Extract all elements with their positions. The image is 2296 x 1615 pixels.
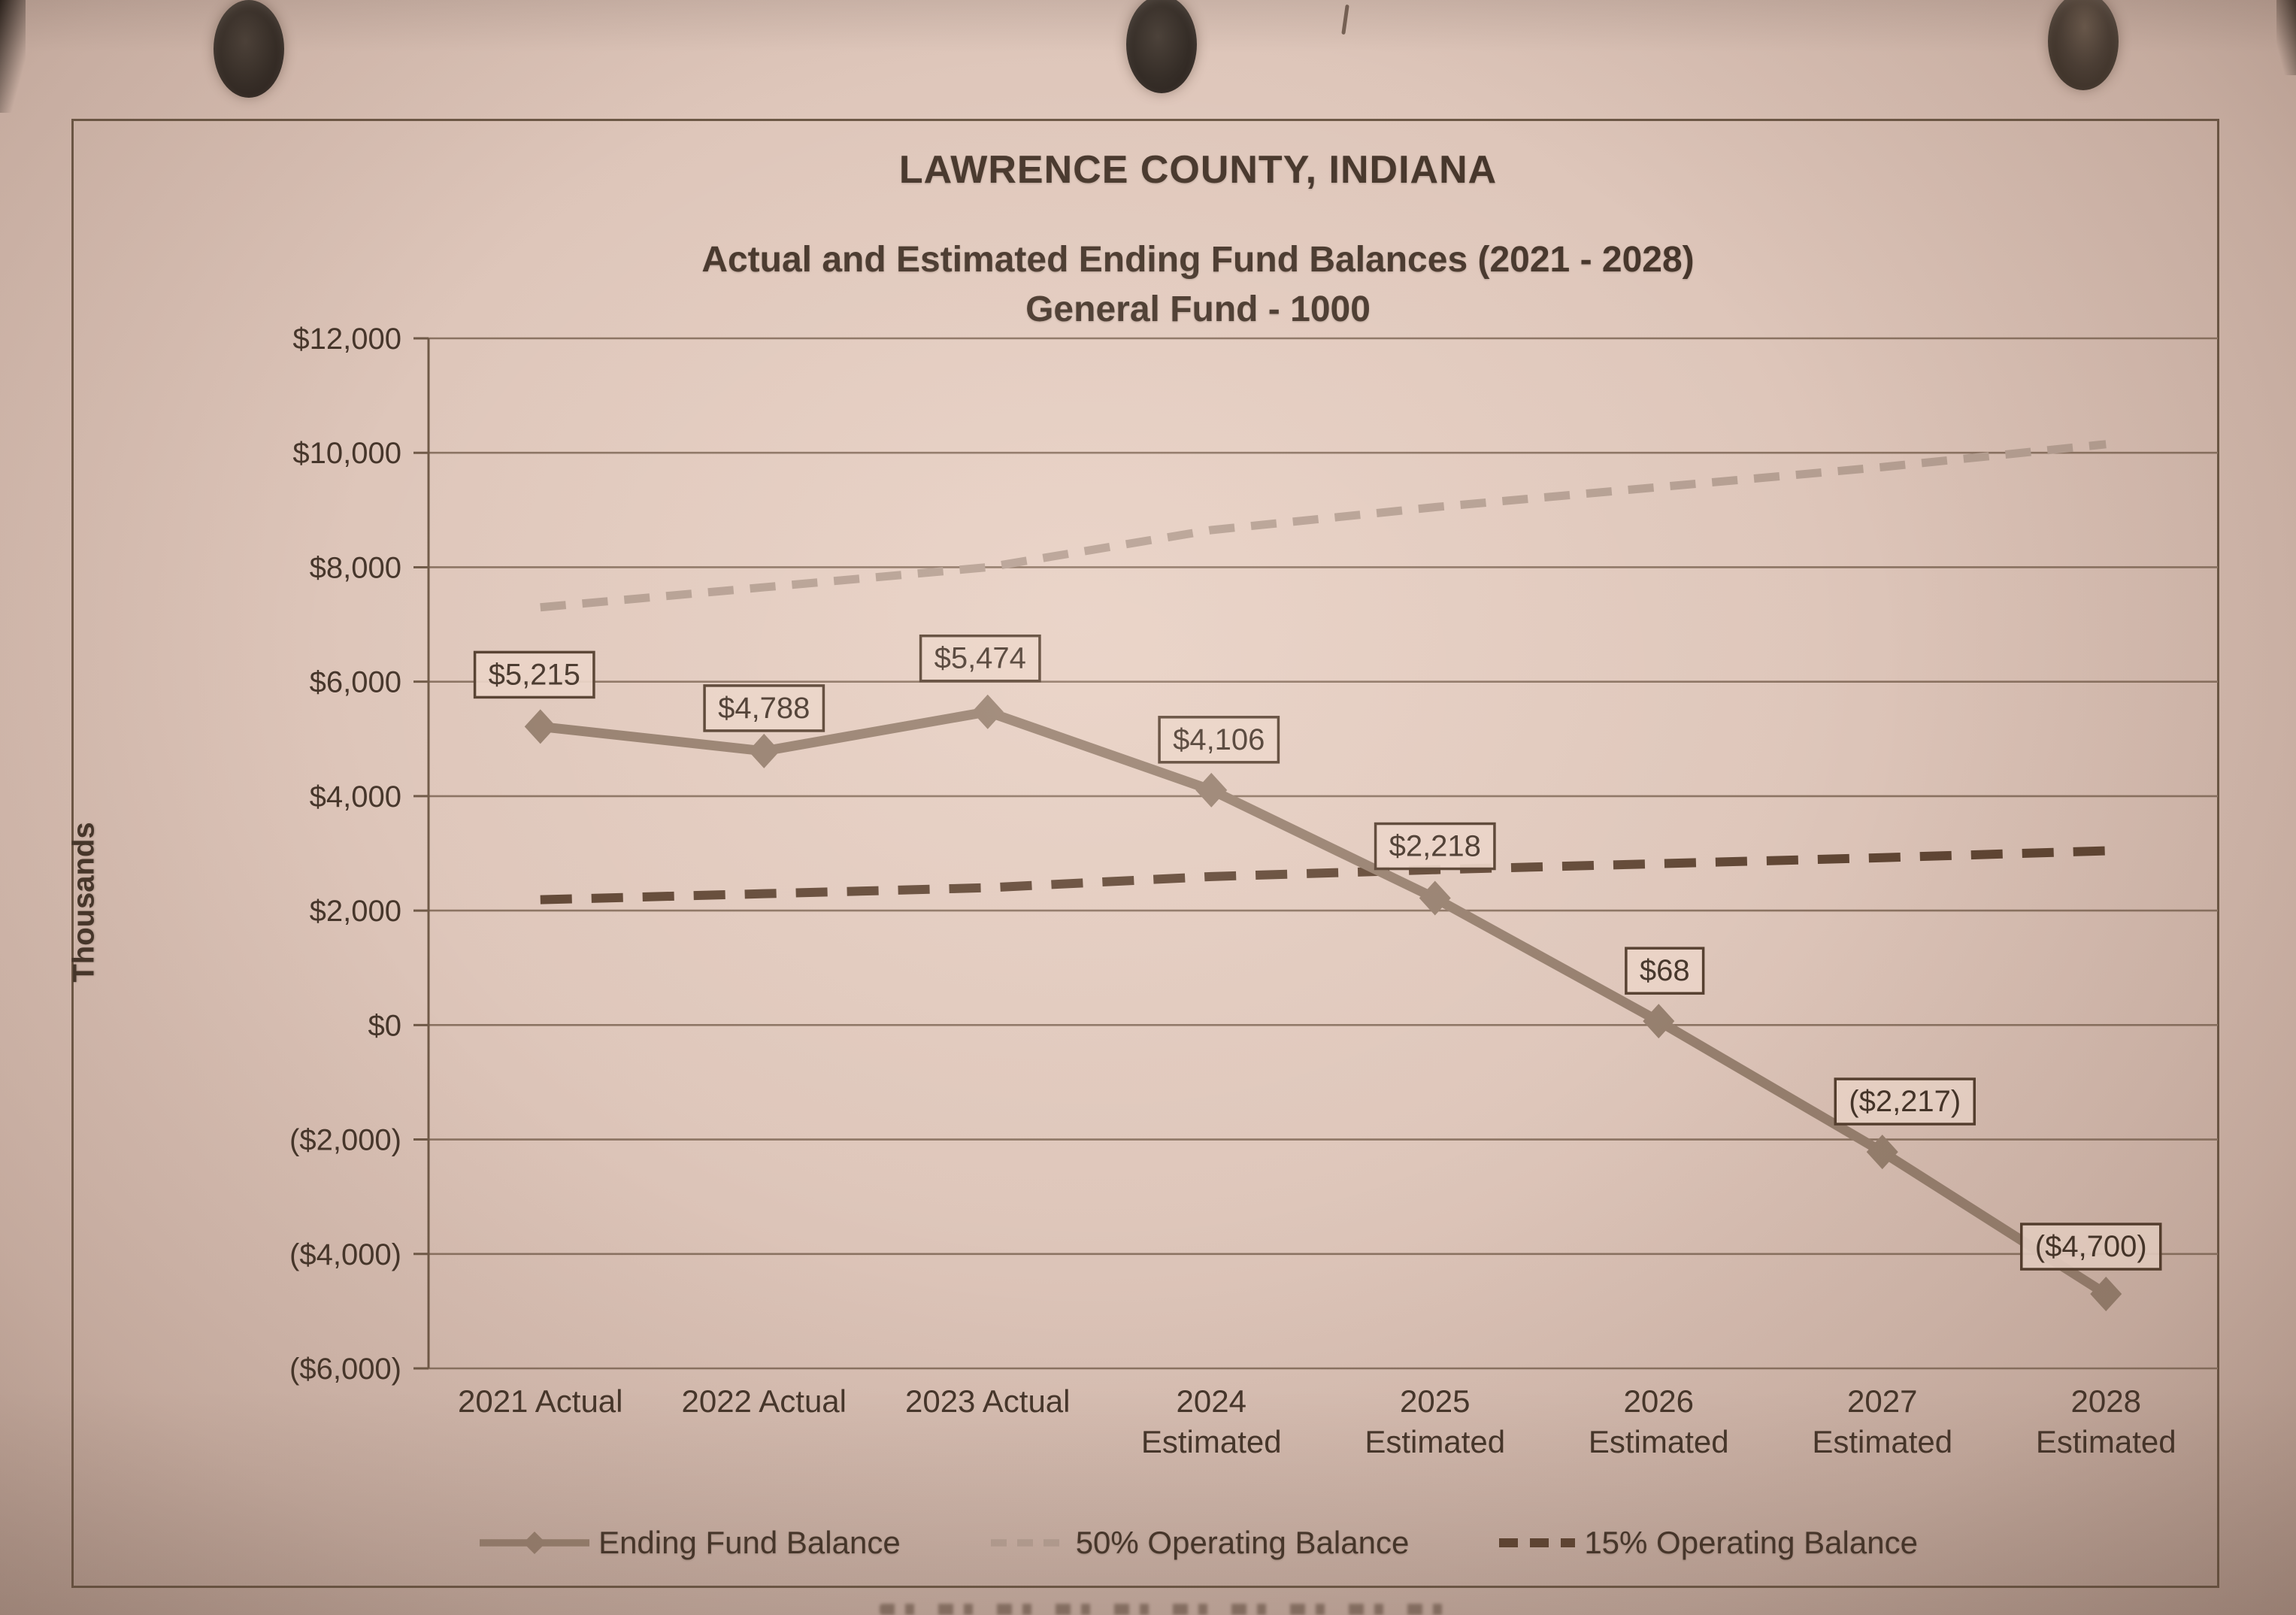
y-tick-label: $12,000 <box>292 323 401 356</box>
legend-label: 50% Operating Balance <box>1075 1525 1410 1560</box>
x-category-label: 2028 <box>2071 1383 2141 1419</box>
cutoff-text-fragment <box>880 1604 1443 1615</box>
x-category-label: 2023 Actual <box>905 1383 1071 1419</box>
data-label-text: $2,218 <box>1389 830 1481 863</box>
x-category-label: Estimated <box>2036 1424 2176 1459</box>
data-label-box <box>1834 1077 1976 1126</box>
y-tick-label: $2,000 <box>310 895 401 928</box>
data-label-text: ($2,217) <box>1849 1085 1961 1118</box>
data-label: ($2,217) <box>1834 1077 1976 1126</box>
legend-diamond-marker <box>523 1532 547 1554</box>
x-category-label: 2021 Actual <box>458 1383 623 1419</box>
y-tick-label: ($2,000) <box>289 1124 401 1157</box>
x-category-label: 2026 <box>1624 1383 1694 1419</box>
data-label-text: $4,788 <box>718 692 810 725</box>
data-label: ($4,700) <box>2020 1223 2162 1271</box>
page-border <box>71 119 2219 1588</box>
legend-item: Ending Fund Balance <box>478 1525 901 1561</box>
x-category-label: 2022 Actual <box>681 1383 847 1419</box>
page-title: LAWRENCE COUNTY, INDIANA <box>898 148 1498 192</box>
data-point-marker <box>1419 880 1451 916</box>
data-label: $68 <box>1625 947 1705 995</box>
legend-item: 15% Operating Balance <box>1498 1525 1918 1561</box>
punch-hole-left <box>214 0 284 98</box>
legend-dashed-swatch <box>990 1539 1067 1547</box>
x-category-label: Estimated <box>1141 1424 1282 1459</box>
x-category-label: Estimated <box>1365 1424 1505 1459</box>
x-category-label: 2024 <box>1177 1383 1246 1419</box>
chart-subtitle-line2: General Fund - 1000 <box>1025 289 1371 329</box>
data-label-text: $5,215 <box>489 658 580 691</box>
data-label-box <box>473 650 595 699</box>
x-category-label: Estimated <box>1812 1424 1952 1459</box>
y-tick-label: $4,000 <box>310 780 401 814</box>
photo-corner-shadow-left <box>0 0 26 113</box>
legend-label: Ending Fund Balance <box>598 1525 901 1560</box>
data-point-marker <box>2090 1277 2122 1312</box>
legend-dashed-swatch <box>1499 1538 1576 1547</box>
x-category-label: 2027 <box>1847 1383 1917 1419</box>
data-label-box <box>2020 1223 2162 1271</box>
x-category-label: 2025 <box>1400 1383 1470 1419</box>
x-category-label: Estimated <box>1589 1424 1729 1459</box>
data-label: $4,788 <box>703 684 825 732</box>
data-label: $5,215 <box>473 650 595 699</box>
y-tick-label: $6,000 <box>310 666 401 699</box>
legend-solid-diamond-swatch <box>480 1532 590 1554</box>
data-label-box <box>1625 947 1705 995</box>
y-tick-label: ($4,000) <box>289 1238 401 1271</box>
series-line-50pct-operating-balance <box>540 440 2107 612</box>
data-label-text: $68 <box>1640 954 1690 987</box>
chart-subtitle-line1: Actual and Estimated Ending Fund Balance… <box>701 240 1695 280</box>
data-label: $2,218 <box>1374 822 1496 871</box>
photo-corner-shadow-right <box>2276 0 2296 75</box>
data-point-marker <box>1195 772 1228 808</box>
data-label: $5,474 <box>919 634 1041 683</box>
data-label-text: $4,106 <box>1173 723 1265 756</box>
data-label-box <box>919 634 1041 683</box>
chart-legend: Ending Fund Balance 50% Operating Balance… <box>71 1525 2219 1561</box>
data-point-marker <box>1643 1004 1675 1039</box>
legend-label: 15% Operating Balance <box>1584 1525 1918 1560</box>
y-tick-label: $0 <box>368 1009 402 1042</box>
data-label: $4,106 <box>1158 716 1280 764</box>
data-label-box <box>1158 716 1280 764</box>
data-label-box <box>703 684 825 732</box>
legend-item: 50% Operating Balance <box>989 1525 1410 1561</box>
data-label-box <box>1374 822 1496 871</box>
series-line-15pct-operating-balance <box>540 846 2107 904</box>
data-point-marker <box>971 694 1004 729</box>
data-point-marker <box>748 733 780 768</box>
data-label-text: $5,474 <box>934 642 1026 675</box>
y-tick-label: $10,000 <box>292 437 401 470</box>
punch-hole-right <box>2048 0 2119 90</box>
y-tick-label: ($6,000) <box>289 1353 401 1386</box>
data-label-text: ($4,700) <box>2035 1230 2147 1263</box>
y-tick-label: $8,000 <box>310 551 401 584</box>
punch-hole-center <box>1126 0 1197 93</box>
data-point-marker <box>1866 1135 1898 1170</box>
data-point-marker <box>524 709 556 744</box>
series-line-ending-fund-balance <box>535 707 2111 1299</box>
